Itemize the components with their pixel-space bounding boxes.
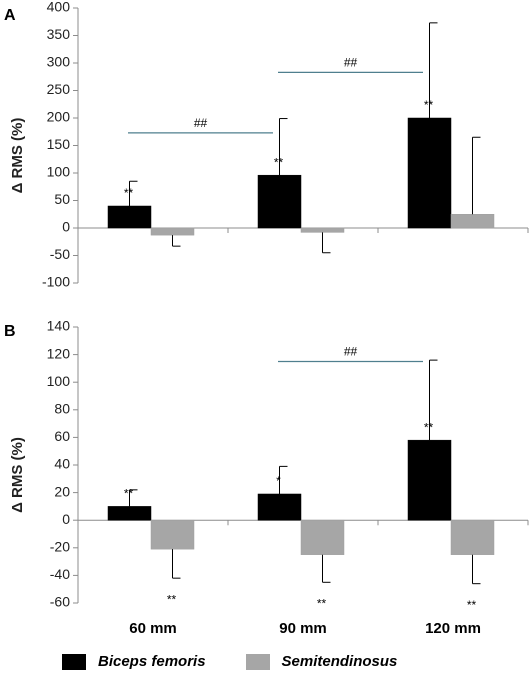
y-tick-label: 400 (47, 0, 71, 15)
y-tick-label: 300 (47, 54, 71, 70)
chart-panel-a: A -100 -50 0 50 100 150 200 250 300 350 400 Δ RMS (%… (4, 0, 529, 290)
significance-marker: ** (124, 186, 134, 200)
significance-marker: ** (467, 598, 477, 612)
bar-semitendinosus (450, 214, 495, 229)
y-tick-label: -50 (50, 246, 70, 262)
panel-label: B (4, 323, 16, 340)
y-tick-label: 250 (47, 81, 71, 97)
y-tick-label: 50 (54, 191, 70, 207)
bar-biceps-femoris (407, 439, 452, 521)
bar-semitendinosus (450, 519, 495, 555)
x-category-label: 90 mm (279, 620, 327, 637)
y-tick-label: 100 (47, 373, 71, 389)
significance-marker: ** (317, 596, 327, 610)
legend-item-biceps-femoris: Biceps femoris (62, 653, 206, 670)
y-tick-label: 0 (62, 219, 70, 235)
significance-marker: * (276, 474, 281, 488)
y-tick-label: 200 (47, 109, 71, 125)
y-tick-label: -20 (50, 539, 70, 555)
bar-semitendinosus (300, 227, 345, 233)
legend-label-biceps-femoris: Biceps femoris (98, 653, 206, 670)
comparison-label: ## (194, 116, 208, 130)
significance-marker: ** (424, 98, 434, 112)
y-axis-title: Δ RMS (%) (9, 118, 26, 194)
bar-biceps-femoris (257, 493, 302, 521)
bar-biceps-femoris (407, 117, 452, 229)
y-tick-label: 100 (47, 164, 71, 180)
y-tick-label: 140 (47, 318, 71, 334)
y-tick-label: 0 (62, 511, 70, 527)
x-category-label: 120 mm (425, 620, 481, 637)
bar-semitendinosus (150, 519, 195, 550)
significance-marker: ** (124, 487, 134, 501)
y-tick-label: 120 (47, 345, 71, 361)
y-tick-label: 20 (54, 483, 70, 499)
legend: Biceps femoris Semitendinosus (62, 653, 437, 670)
legend-swatch-semitendinosus (245, 653, 270, 670)
panel-label: A (4, 7, 16, 24)
legend-swatch-biceps-femoris (62, 653, 86, 670)
x-category-label: 60 mm (129, 620, 177, 637)
y-tick-label: -40 (50, 566, 70, 582)
significance-marker: ** (274, 155, 284, 169)
significance-marker: ** (424, 420, 434, 434)
bar-biceps-femoris (257, 174, 302, 229)
y-tick-label: 80 (54, 401, 70, 417)
bar-semitendinosus (300, 519, 345, 555)
y-tick-label: -60 (50, 594, 70, 610)
y-tick-label: 60 (54, 428, 70, 444)
y-tick-label: 350 (47, 26, 71, 42)
bar-semitendinosus (150, 227, 195, 236)
y-tick-label: 40 (54, 456, 70, 472)
y-axis-title: Δ RMS (%) (9, 437, 26, 513)
bar-biceps-femoris (107, 205, 152, 229)
comparison-label: ## (344, 345, 358, 359)
bar-biceps-femoris (107, 506, 152, 521)
legend-item-semitendinosus: Semitendinosus (245, 653, 398, 670)
y-tick-label: 150 (47, 136, 71, 152)
y-tick-label: -100 (42, 274, 70, 290)
significance-marker: ** (167, 592, 177, 606)
legend-label-semitendinosus: Semitendinosus (281, 653, 398, 670)
comparison-label: ## (344, 56, 358, 70)
